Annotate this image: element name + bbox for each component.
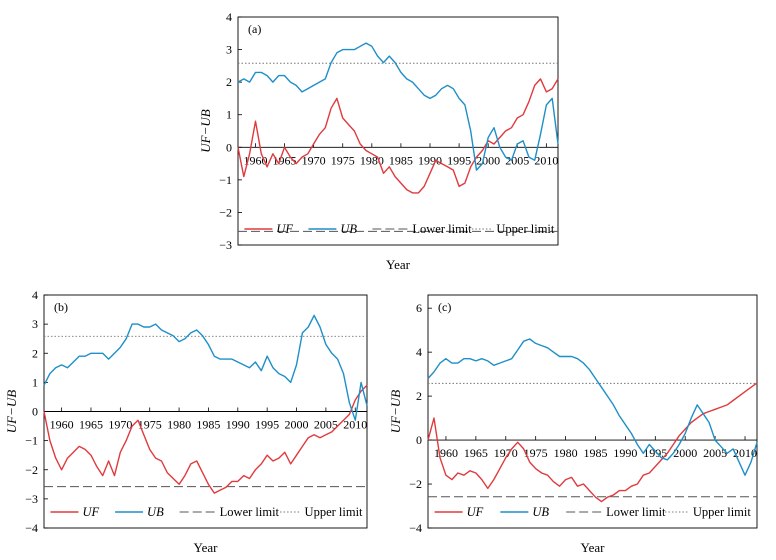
- x-tick-label: 2005: [505, 153, 529, 167]
- x-tick-label: 1975: [138, 418, 162, 432]
- y-tick-label: −4: [25, 521, 38, 535]
- y-tick-label: −1: [219, 173, 232, 187]
- y-tick-label: 1: [226, 108, 232, 122]
- legend-lower-label: Lower limit: [220, 505, 280, 519]
- legend-uf-label: UF: [467, 505, 484, 519]
- x-tick-label: 1985: [196, 418, 220, 432]
- x-tick-label: 1965: [79, 418, 103, 432]
- x-tick-label: 1980: [554, 446, 578, 460]
- y-tick-label: −1: [25, 434, 38, 448]
- legend-uf-label: UF: [82, 505, 99, 519]
- x-tick-label: 2000: [476, 153, 500, 167]
- y-tick-label: 3: [32, 317, 38, 331]
- plot-frame: [427, 294, 758, 529]
- panel-label: (a): [248, 22, 261, 36]
- panel-label: (b): [54, 300, 68, 314]
- y-tick-label: 2: [226, 75, 232, 89]
- x-tick-label: 1985: [389, 153, 413, 167]
- x-tick-label: 2000: [673, 446, 697, 460]
- x-tick-label: 2005: [703, 446, 727, 460]
- y-tick-label: −2: [409, 477, 422, 491]
- legend-upper-label: Upper limit: [496, 222, 555, 236]
- y-tick-label: 4: [416, 345, 422, 359]
- series-line-uf: [237, 78, 559, 194]
- series-line-ub: [43, 314, 368, 421]
- y-tick-label: −3: [219, 238, 232, 252]
- plot-frame: [237, 16, 559, 246]
- x-axis-label: Year: [386, 257, 411, 272]
- x-tick-label: 1960: [50, 418, 74, 432]
- y-tick-label: 1: [32, 375, 38, 389]
- y-tick-label: −4: [409, 521, 422, 535]
- x-tick-label: 1970: [302, 153, 326, 167]
- x-tick-label: 2010: [534, 153, 558, 167]
- x-tick-label: 1990: [418, 153, 442, 167]
- y-tick-label: 6: [416, 301, 422, 315]
- y-axis-label: UF−UB: [388, 390, 403, 433]
- legend-lower-label: Lower limit: [606, 505, 666, 519]
- y-tick-label: −2: [25, 463, 38, 477]
- legend-upper-label: Upper limit: [305, 505, 364, 519]
- x-tick-label: 1995: [643, 446, 667, 460]
- x-tick-label: 1995: [447, 153, 471, 167]
- x-tick-label: 2010: [343, 418, 367, 432]
- x-tick-label: 2005: [314, 418, 338, 432]
- y-tick-label: −2: [219, 205, 232, 219]
- y-axis-label: UF−UB: [198, 109, 213, 152]
- x-tick-label: 1995: [255, 418, 279, 432]
- legend-ub-label: UB: [340, 222, 357, 236]
- legend-ub-label: UB: [532, 505, 549, 519]
- x-tick-label: 1980: [167, 418, 191, 432]
- panel-label: (c): [438, 300, 451, 314]
- x-tick-label: 2010: [733, 446, 757, 460]
- x-tick-label: 1960: [434, 446, 458, 460]
- y-tick-label: 0: [226, 140, 232, 154]
- y-axis-label: UF−UB: [4, 390, 19, 433]
- y-tick-label: 0: [32, 405, 38, 419]
- legend: UF UB Lower limit Upper limit: [434, 505, 752, 519]
- chart-panel-b: −4 −3 −2 −1 0 1 2 3 4 1960 1965 1970 1975 1980 1985 199…: [4, 288, 368, 555]
- y-tick-label: 4: [226, 10, 232, 24]
- x-tick-label: 1985: [583, 446, 607, 460]
- y-tick-label: 2: [32, 346, 38, 360]
- x-tick-label: 1990: [613, 446, 637, 460]
- x-axis-label: Year: [581, 540, 606, 555]
- series-line-uf: [427, 382, 758, 503]
- y-tick-label: 0: [416, 433, 422, 447]
- legend-uf-label: UF: [276, 222, 293, 236]
- x-axis-label: Year: [194, 540, 219, 555]
- series-line-ub: [237, 42, 559, 171]
- series-line-uf: [43, 384, 368, 494]
- y-tick-label: 2: [416, 389, 422, 403]
- x-tick-label: 1975: [524, 446, 548, 460]
- y-tick-label: −3: [25, 492, 38, 506]
- x-tick-label: 2000: [285, 418, 309, 432]
- y-tick-label: 4: [32, 288, 38, 302]
- series-line-ub: [427, 338, 758, 476]
- x-tick-label: 1965: [464, 446, 488, 460]
- y-tick-label: 3: [226, 43, 232, 57]
- legend-ub-label: UB: [147, 505, 164, 519]
- x-tick-label: 1970: [108, 418, 132, 432]
- legend-upper-label: Upper limit: [693, 505, 752, 519]
- legend-lower-label: Lower limit: [412, 222, 472, 236]
- x-tick-label: 1975: [331, 153, 355, 167]
- legend: UF UB Lower limit Upper limit: [50, 505, 363, 519]
- legend: UF UB Lower limit Upper limit: [244, 222, 555, 236]
- x-tick-label: 1990: [226, 418, 250, 432]
